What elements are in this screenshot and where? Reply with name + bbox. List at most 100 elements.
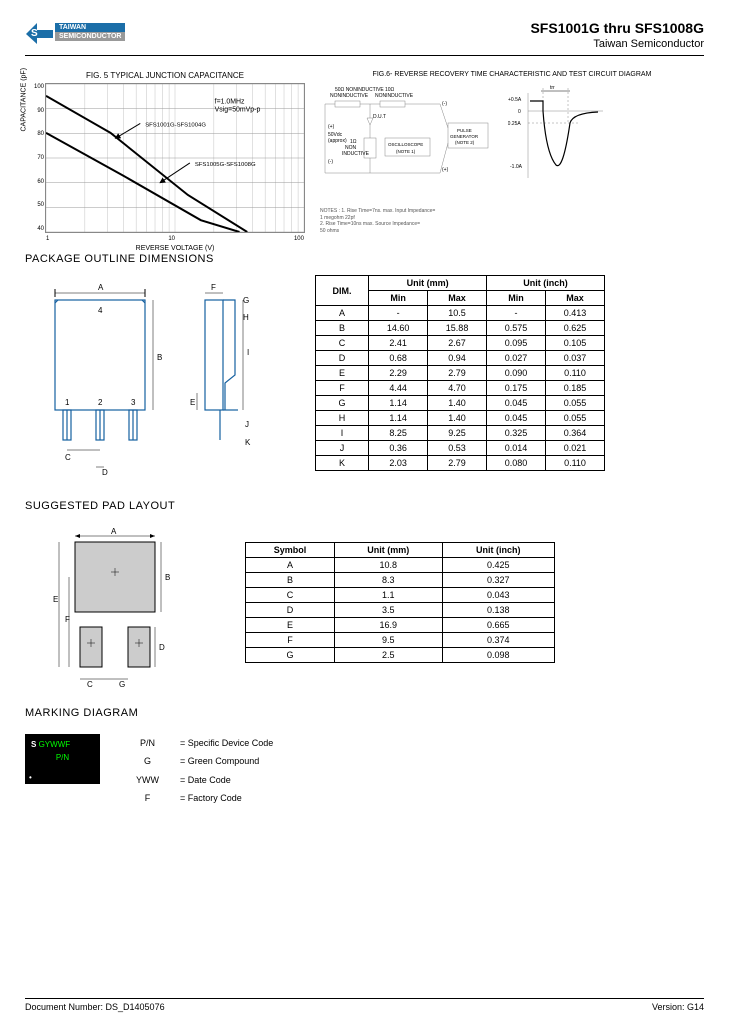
- svg-text:GENERATOR: GENERATOR: [450, 134, 479, 139]
- table-row: F4.444.700.1750.185: [316, 381, 605, 396]
- svg-text:A: A: [98, 283, 104, 292]
- page-title: SFS1001G thru SFS1008G: [530, 20, 704, 36]
- table-row: D0.680.940.0270.037: [316, 351, 605, 366]
- svg-text:trr: trr: [550, 85, 555, 91]
- svg-text:K: K: [245, 438, 251, 447]
- fig5-xlabel: REVERSE VOLTAGE (V): [136, 245, 215, 252]
- svg-text:(approx): (approx): [328, 138, 347, 144]
- svg-text:E: E: [53, 595, 58, 604]
- chip-line1: GYWWF: [39, 740, 71, 749]
- legend-row: F= Factory Code: [130, 789, 279, 807]
- company-logo: S TAIWAN SEMICONDUCTOR: [25, 20, 125, 44]
- table-row: H1.141.400.0450.055: [316, 411, 605, 426]
- svg-text:(NOTE 2): (NOTE 2): [455, 140, 475, 145]
- marking-legend: P/N= Specific Device CodeG= Green Compou…: [130, 734, 279, 808]
- marking-chip: S GYWWF P/N •: [25, 734, 100, 784]
- svg-text:D: D: [159, 643, 165, 652]
- svg-text:0: 0: [518, 109, 521, 115]
- svg-text:S: S: [31, 28, 38, 39]
- table-row: G1.141.400.0450.055: [316, 396, 605, 411]
- svg-text:4: 4: [98, 306, 103, 315]
- legend-row: P/N= Specific Device Code: [130, 734, 279, 752]
- svg-text:H: H: [243, 313, 249, 322]
- fig6-notes: NOTES : 1. Rise Time=7ns. max. Input Imp…: [320, 208, 500, 234]
- svg-text:(+): (+): [442, 167, 449, 173]
- pad-drawing: A B E F D C G: [25, 522, 175, 692]
- table-row: J0.360.530.0140.021: [316, 441, 605, 456]
- fig6-graph: +0.5A 0 -0.25A -1.0A trr: [508, 83, 608, 183]
- logo-text-bottom: SEMICONDUCTOR: [55, 32, 125, 41]
- svg-text:(-): (-): [328, 159, 333, 165]
- svg-text:(-): (-): [442, 101, 447, 107]
- svg-text:NONINDUCTIVE: NONINDUCTIVE: [330, 93, 369, 99]
- svg-text:3: 3: [131, 398, 136, 407]
- svg-text:D.U.T: D.U.T: [373, 114, 386, 120]
- table-row: K2.032.790.0800.110: [316, 456, 605, 471]
- svg-text:F: F: [211, 283, 216, 292]
- svg-text:A: A: [111, 527, 117, 536]
- svg-text:G: G: [119, 680, 125, 689]
- svg-text:PULSE: PULSE: [457, 128, 472, 133]
- logo-text-top: TAIWAN: [55, 23, 125, 32]
- svg-text:+0.5A: +0.5A: [508, 97, 522, 103]
- legend-row: G= Green Compound: [130, 752, 279, 770]
- table-row: A10.80.425: [246, 558, 555, 573]
- svg-text:-1.0A: -1.0A: [510, 164, 523, 170]
- legend-row: YWW= Date Code: [130, 771, 279, 789]
- svg-text:1: 1: [65, 398, 70, 407]
- table-row: B14.6015.880.5750.625: [316, 321, 605, 336]
- package-dimensions-table: DIM.Unit (mm)Unit (inch) MinMaxMinMax A-…: [315, 275, 605, 471]
- fig5-annotation: f=1.0MHz: [215, 99, 245, 106]
- footer: Document Number: DS_D1405076 Version: G1…: [25, 998, 704, 1012]
- chip-line2: P/N: [31, 753, 94, 762]
- table-row: E16.90.665: [246, 618, 555, 633]
- svg-text:B: B: [165, 573, 170, 582]
- svg-text:I: I: [247, 348, 249, 357]
- svg-text:E: E: [190, 398, 195, 407]
- svg-text:NONINDUCTIVE: NONINDUCTIVE: [375, 93, 414, 99]
- svg-text:SFS1001G-SFS1004G: SFS1001G-SFS1004G: [145, 122, 206, 128]
- table-row: B8.30.327: [246, 573, 555, 588]
- section-marking: MARKING DIAGRAM: [25, 707, 704, 719]
- figure-5: FIG. 5 TYPICAL JUNCTION CAPACITANCE CAPA…: [25, 71, 305, 233]
- table-row: C2.412.670.0950.105: [316, 336, 605, 351]
- footer-doc-number: Document Number: DS_D1405076: [25, 1002, 165, 1012]
- svg-text:D: D: [102, 468, 108, 477]
- chip-logo-icon: S: [31, 740, 36, 749]
- svg-text:C: C: [87, 680, 93, 689]
- fig6-circuit: 50Ω NONINDUCTIVE NONINDUCTIVE 10Ω NONIND…: [320, 83, 500, 203]
- header-divider: [25, 55, 704, 56]
- table-row: C1.10.043: [246, 588, 555, 603]
- svg-text:C: C: [65, 453, 71, 462]
- table-row: A-10.5-0.413: [316, 306, 605, 321]
- table-row: G2.50.098: [246, 648, 555, 663]
- logo-icon: S: [25, 20, 55, 44]
- table-row: D3.50.138: [246, 603, 555, 618]
- footer-version: Version: G14: [652, 1002, 704, 1012]
- pad-layout-table: SymbolUnit (mm)Unit (inch) A10.80.425B8.…: [245, 542, 555, 663]
- svg-text:B: B: [157, 353, 162, 362]
- header: S TAIWAN SEMICONDUCTOR SFS1001G thru SFS…: [25, 20, 704, 50]
- svg-text:Vsig=50mVp-p: Vsig=50mVp-p: [215, 107, 261, 114]
- svg-text:(NOTE 1): (NOTE 1): [396, 149, 416, 154]
- svg-text:INDUCTIVE: INDUCTIVE: [342, 151, 370, 157]
- fig5-title: FIG. 5 TYPICAL JUNCTION CAPACITANCE: [25, 71, 305, 80]
- svg-text:-0.25A: -0.25A: [508, 121, 521, 127]
- table-row: E2.292.790.0900.110: [316, 366, 605, 381]
- fig5-ylabel: CAPACITANCE (pF): [21, 68, 28, 132]
- section-pad: SUGGESTED PAD LAYOUT: [25, 500, 704, 512]
- fig6-title: FIG.6- REVERSE RECOVERY TIME CHARACTERIS…: [320, 71, 704, 78]
- page-subtitle: Taiwan Semiconductor: [530, 38, 704, 50]
- package-drawing: A 4 1 2 3 B C D E F G H I J K: [25, 275, 285, 485]
- svg-text:J: J: [245, 420, 249, 429]
- section-package: PACKAGE OUTLINE DIMENSIONS: [25, 253, 704, 265]
- svg-text:OSCILLOSCOPE: OSCILLOSCOPE: [388, 142, 423, 147]
- table-row: I8.259.250.3250.364: [316, 426, 605, 441]
- figure-6: FIG.6- REVERSE RECOVERY TIME CHARACTERIS…: [320, 71, 704, 233]
- svg-text:2: 2: [98, 398, 103, 407]
- svg-text:(+): (+): [328, 124, 335, 130]
- svg-text:G: G: [243, 296, 249, 305]
- svg-text:SFS1005G-SFS1008G: SFS1005G-SFS1008G: [195, 162, 256, 168]
- fig5-plot: f=1.0MHz Vsig=50mVp-p SFS1001G-SFS1004G …: [46, 84, 304, 232]
- table-row: F9.50.374: [246, 633, 555, 648]
